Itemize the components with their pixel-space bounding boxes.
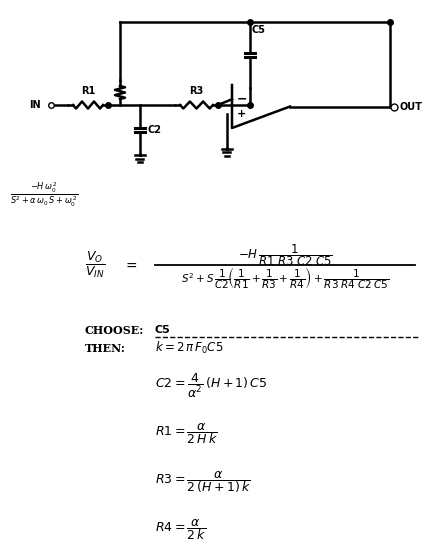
- Text: CHOOSE:: CHOOSE:: [85, 325, 144, 336]
- Text: $\dfrac{V_O}{V_{IN}}$: $\dfrac{V_O}{V_{IN}}$: [85, 250, 105, 280]
- Text: −: −: [237, 93, 247, 105]
- Text: C2: C2: [148, 125, 161, 135]
- Text: $k = 2\,\pi\,F_0 C5$: $k = 2\,\pi\,F_0 C5$: [155, 340, 223, 356]
- Text: $R4 = \dfrac{\alpha}{2\,k}$: $R4 = \dfrac{\alpha}{2\,k}$: [155, 518, 206, 542]
- Text: C5: C5: [251, 25, 265, 35]
- Text: OUT: OUT: [399, 102, 422, 112]
- Text: $R3 = \dfrac{\alpha}{2\,(H+1)\,k}$: $R3 = \dfrac{\alpha}{2\,(H+1)\,k}$: [155, 469, 250, 495]
- Text: $\frac{-H\,\omega_0^{\,2}}{S^2 + \alpha\,\omega_0\,S + \omega_0^{\,2}}$: $\frac{-H\,\omega_0^{\,2}}{S^2 + \alpha\…: [10, 181, 78, 209]
- Text: $R1 = \dfrac{\alpha}{2\,H\,k}$: $R1 = \dfrac{\alpha}{2\,H\,k}$: [155, 422, 217, 446]
- Text: +: +: [237, 109, 246, 119]
- Text: $S^2 + S\,\dfrac{1}{C2}\!\left(\dfrac{1}{R1}+\dfrac{1}{R3}+\dfrac{1}{R4}\right)+: $S^2 + S\,\dfrac{1}{C2}\!\left(\dfrac{1}…: [180, 265, 388, 291]
- Text: THEN:: THEN:: [85, 342, 125, 354]
- Text: $-H\,\dfrac{1}{R1\;R3\;C2\;C5}$: $-H\,\dfrac{1}{R1\;R3\;C2\;C5}$: [237, 242, 332, 268]
- Text: $C2 = \dfrac{4}{\alpha^2}\,(H+1)\,C5$: $C2 = \dfrac{4}{\alpha^2}\,(H+1)\,C5$: [155, 372, 267, 400]
- Text: IN: IN: [30, 100, 41, 110]
- Text: $=$: $=$: [122, 258, 137, 272]
- Text: R1: R1: [81, 86, 95, 96]
- Text: R3: R3: [189, 86, 203, 96]
- Text: C5: C5: [155, 325, 171, 335]
